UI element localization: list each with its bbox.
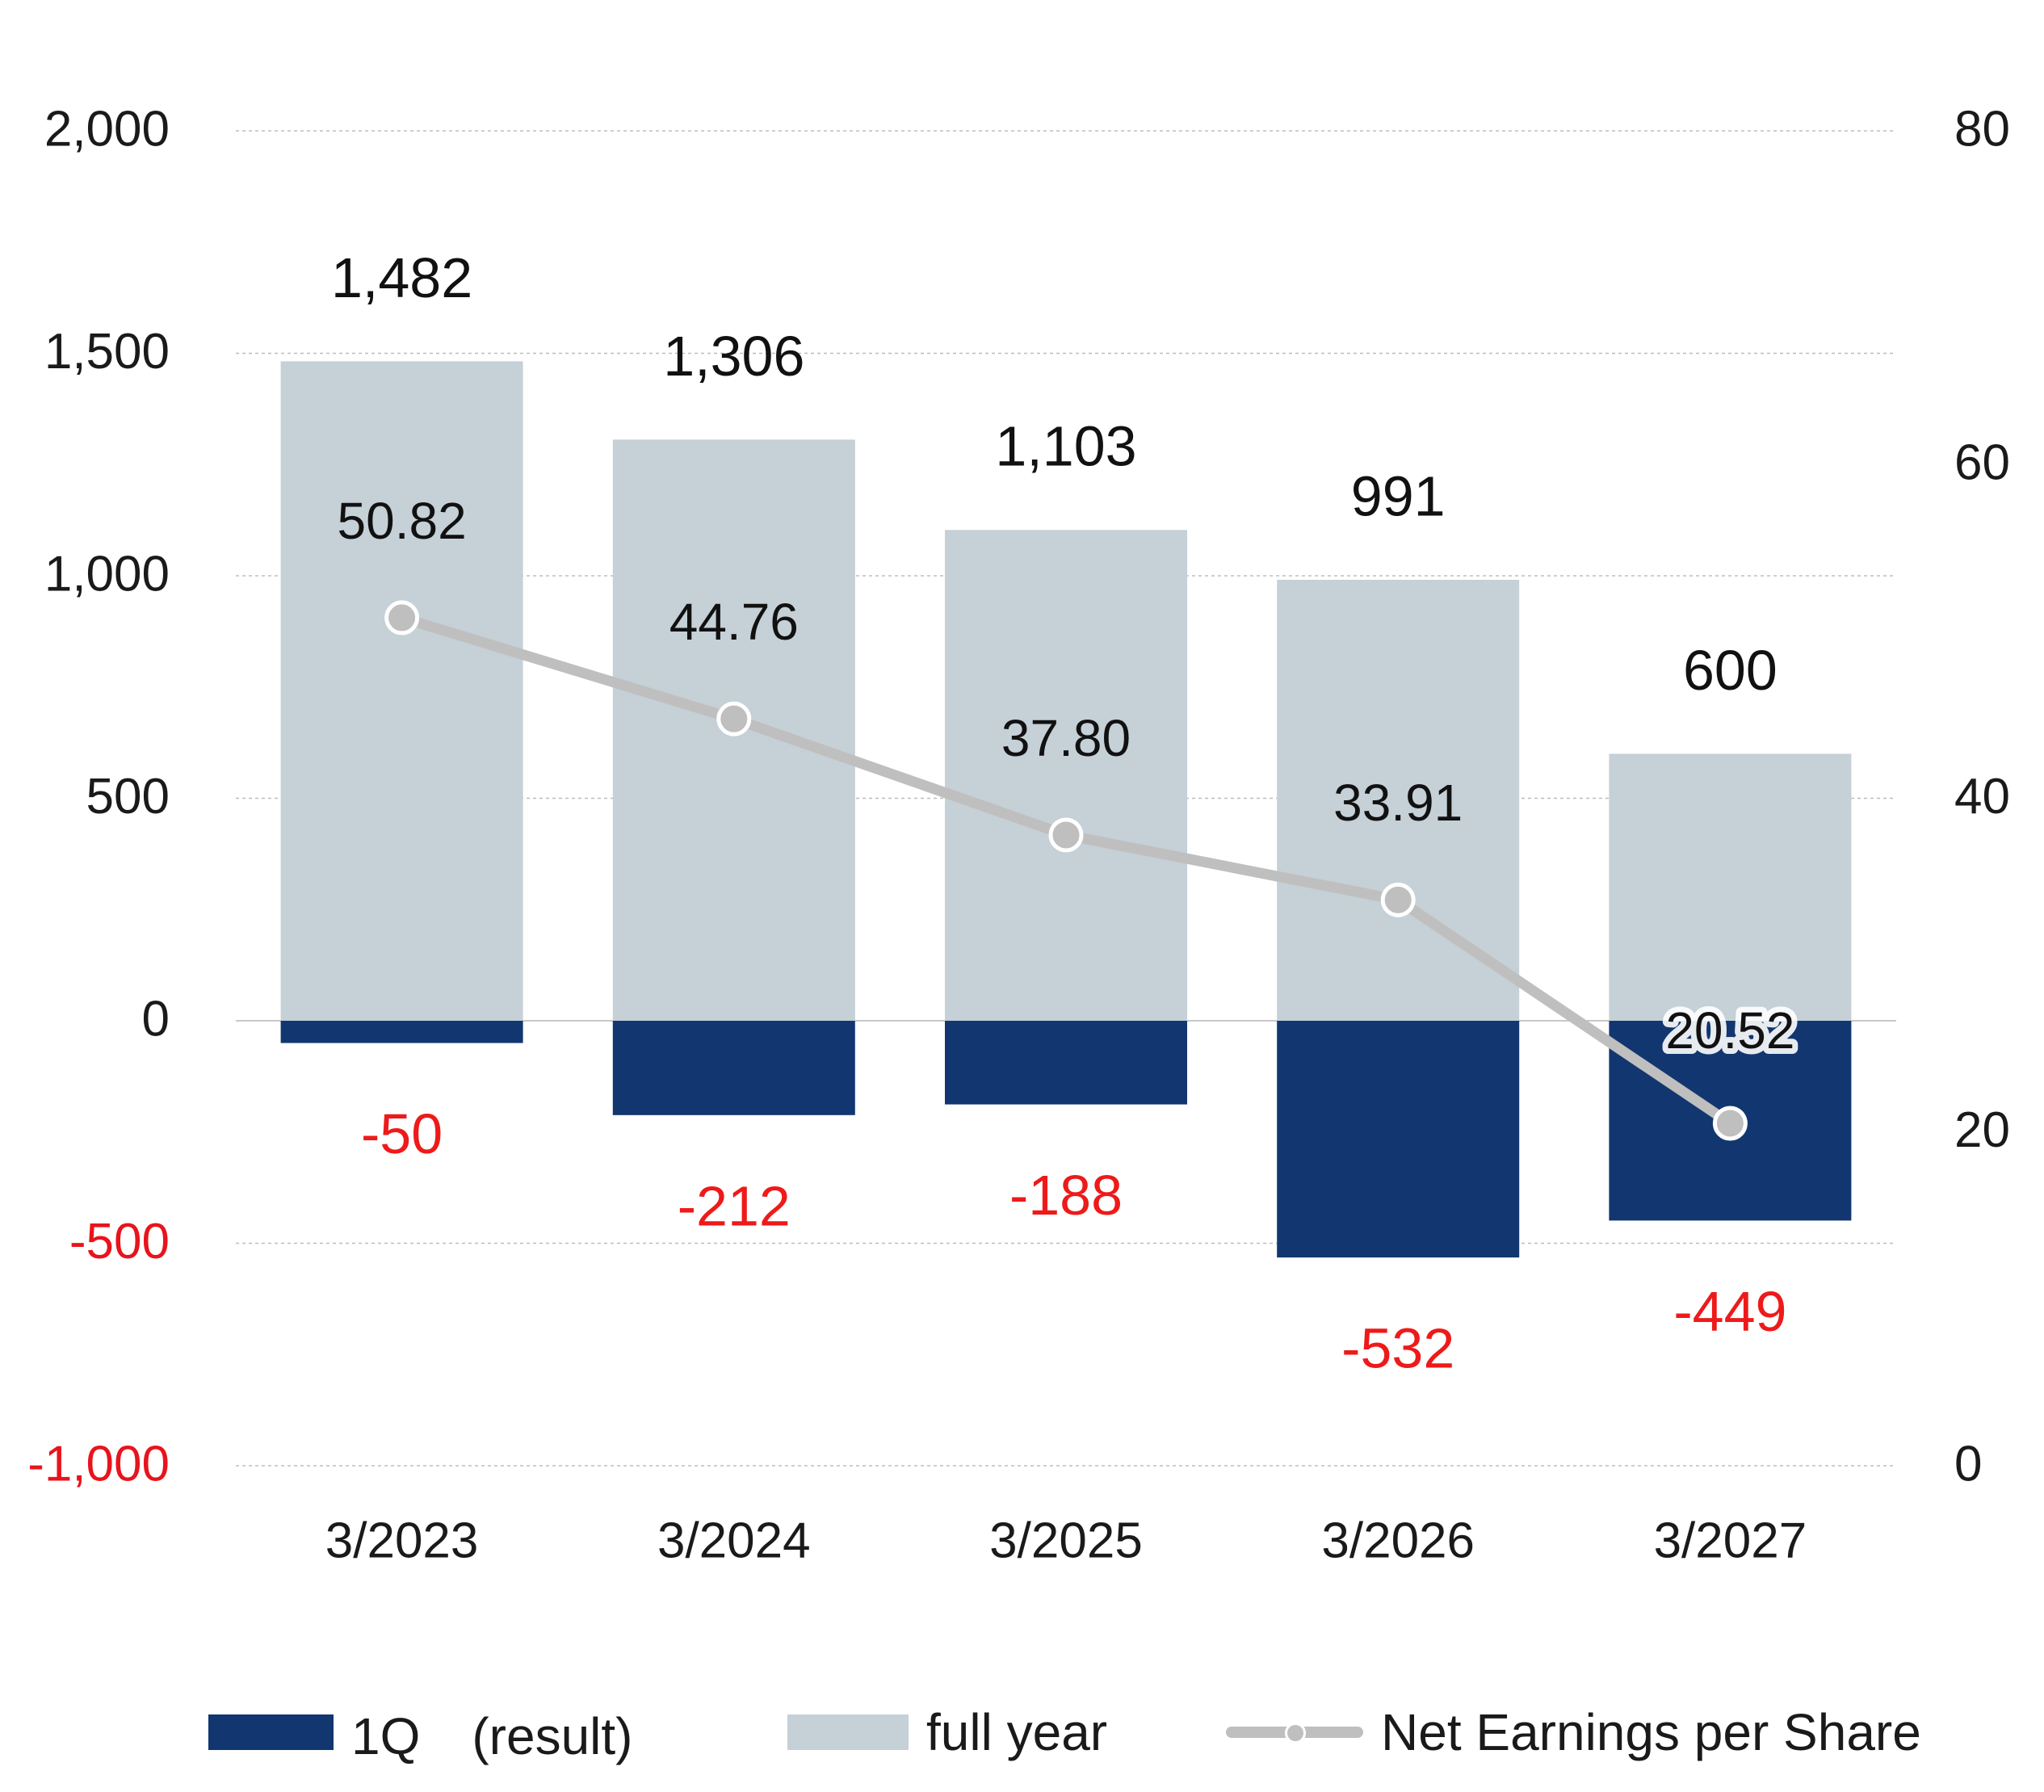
- left-tick-label: 2,000: [44, 101, 170, 157]
- legend-item-eps: Net Earnings per Share: [1226, 1684, 1921, 1781]
- label-q1: -50: [361, 1102, 443, 1165]
- eps-label: 50.82: [338, 492, 467, 550]
- eps-point: [1380, 882, 1416, 917]
- left-tick-label: 0: [142, 991, 170, 1047]
- eps-label: 33.91: [1333, 774, 1463, 832]
- label-full-year: 991: [1351, 464, 1446, 527]
- legend: 1Q (result) full year Net Earnings per S…: [0, 1684, 2044, 1781]
- legend-swatch-q1: [208, 1714, 334, 1750]
- left-tick-label: 1,000: [44, 546, 170, 602]
- x-tick-label: 3/2026: [1321, 1513, 1475, 1568]
- label-q1: -532: [1341, 1317, 1454, 1380]
- label-full-year: 1,482: [331, 246, 472, 309]
- bar-full-year: [280, 361, 523, 1022]
- eps-point: [1048, 817, 1084, 853]
- legend-swatch-full-year: [787, 1714, 909, 1750]
- right-axis: 80 60 40 20 0: [1954, 101, 2010, 1492]
- label-full-year: 600: [1683, 639, 1777, 702]
- bar-q1: [945, 1021, 1187, 1105]
- bar-full-year: [1277, 579, 1520, 1021]
- left-axis: 2,000 1,500 1,000 500 0 -500 -1,000: [27, 101, 170, 1492]
- x-tick-label: 3/2027: [1654, 1513, 1807, 1568]
- bar-full-year: [1609, 753, 1852, 1021]
- bars: [280, 361, 1852, 1258]
- legend-label-full-year: full year: [926, 1703, 1108, 1761]
- eps-label: 44.76: [669, 593, 799, 651]
- legend-item-full-year: full year: [787, 1684, 1107, 1781]
- eps-label: 37.80: [1001, 709, 1131, 767]
- eps-point: [384, 600, 420, 636]
- eps-label: 20.52: [1665, 1001, 1794, 1060]
- bar-q1: [612, 1021, 855, 1115]
- bar-q1: [280, 1021, 523, 1043]
- bar-labels: 1,482 1,306 1,103 991 600 -50 -212 -188 -532 -449: [331, 246, 1786, 1380]
- right-tick-label: 60: [1954, 435, 2010, 491]
- label-q1: -212: [678, 1174, 791, 1237]
- eps-label-halo: 20.52: [1665, 1001, 1794, 1060]
- left-tick-label: 1,500: [44, 324, 170, 380]
- left-tick-label: 500: [86, 769, 170, 825]
- bar-q1: [1277, 1021, 1520, 1258]
- legend-item-q1: 1Q (result): [208, 1684, 633, 1781]
- x-axis: 3/2023 3/2024 3/2025 3/2026 3/2027: [325, 1513, 1807, 1568]
- right-tick-label: 20: [1954, 1102, 2010, 1158]
- label-full-year: 1,306: [663, 325, 804, 388]
- right-tick-label: 0: [1954, 1436, 1982, 1492]
- x-tick-label: 3/2025: [989, 1513, 1143, 1568]
- legend-swatch-eps: [1226, 1714, 1363, 1750]
- left-tick-label: -1,000: [27, 1436, 170, 1492]
- legend-label-eps: Net Earnings per Share: [1381, 1703, 1921, 1761]
- label-q1: -449: [1673, 1280, 1786, 1343]
- bar-full-year: [945, 530, 1187, 1021]
- x-tick-label: 3/2023: [325, 1513, 479, 1568]
- eps-point: [1712, 1106, 1748, 1141]
- right-tick-label: 40: [1954, 769, 2010, 825]
- label-full-year: 1,103: [995, 415, 1136, 478]
- x-tick-label: 3/2024: [657, 1513, 811, 1568]
- left-tick-label: -500: [69, 1214, 170, 1270]
- eps-point: [716, 701, 752, 737]
- legend-label-q1: 1Q (result): [351, 1707, 633, 1765]
- label-q1: -188: [1009, 1164, 1123, 1227]
- right-tick-label: 80: [1954, 101, 2010, 157]
